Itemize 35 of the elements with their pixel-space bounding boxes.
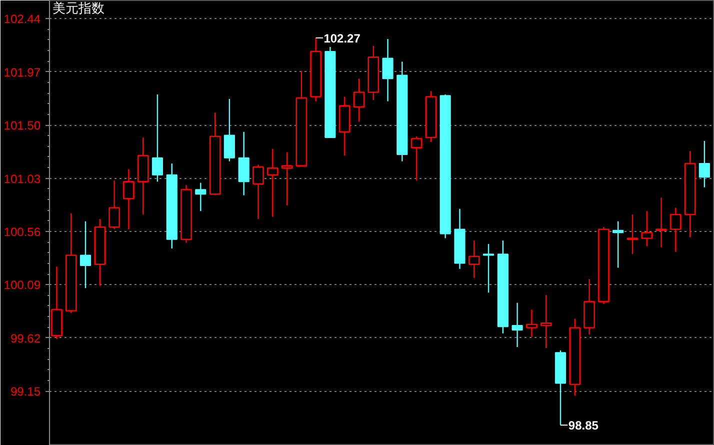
candlestick bbox=[526, 309, 538, 338]
candlestick bbox=[224, 98, 235, 162]
candlestick bbox=[238, 131, 250, 196]
y-tick-label: 101.50 bbox=[4, 118, 41, 133]
candlestick bbox=[281, 152, 293, 206]
y-tick-label: 100.09 bbox=[4, 278, 41, 292]
candlestick bbox=[612, 220, 624, 268]
candlestick bbox=[641, 210, 653, 247]
candlestick bbox=[252, 164, 264, 220]
candlestick bbox=[512, 302, 523, 348]
candlestick bbox=[353, 78, 365, 122]
candlestick bbox=[482, 243, 494, 294]
candlestick bbox=[266, 148, 278, 218]
candlestick bbox=[152, 94, 163, 182]
candlestick bbox=[670, 207, 682, 252]
y-tick-label: 99.15 bbox=[10, 384, 41, 399]
annotation: 102.27 bbox=[324, 31, 361, 46]
candlestick bbox=[468, 240, 480, 279]
chart-title: 美元指数 bbox=[52, 0, 104, 16]
candlestick bbox=[626, 214, 638, 255]
y-tick-label: 102.44 bbox=[4, 12, 41, 26]
candlestick bbox=[195, 182, 206, 212]
candlestick bbox=[122, 168, 134, 230]
y-tick-label: 101.97 bbox=[4, 65, 41, 80]
candlestick bbox=[698, 140, 710, 188]
candlestick bbox=[656, 196, 667, 248]
y-tick-label: 100.56 bbox=[4, 224, 41, 239]
y-tick-label: 99.62 bbox=[10, 331, 41, 346]
annotation: 98.85 bbox=[568, 418, 599, 433]
candlestick bbox=[540, 294, 552, 349]
candlestick bbox=[382, 38, 394, 102]
y-tick-label: 101.03 bbox=[4, 172, 41, 186]
candlestick bbox=[410, 136, 422, 182]
candlestick bbox=[108, 180, 120, 230]
candlestick bbox=[80, 220, 92, 289]
